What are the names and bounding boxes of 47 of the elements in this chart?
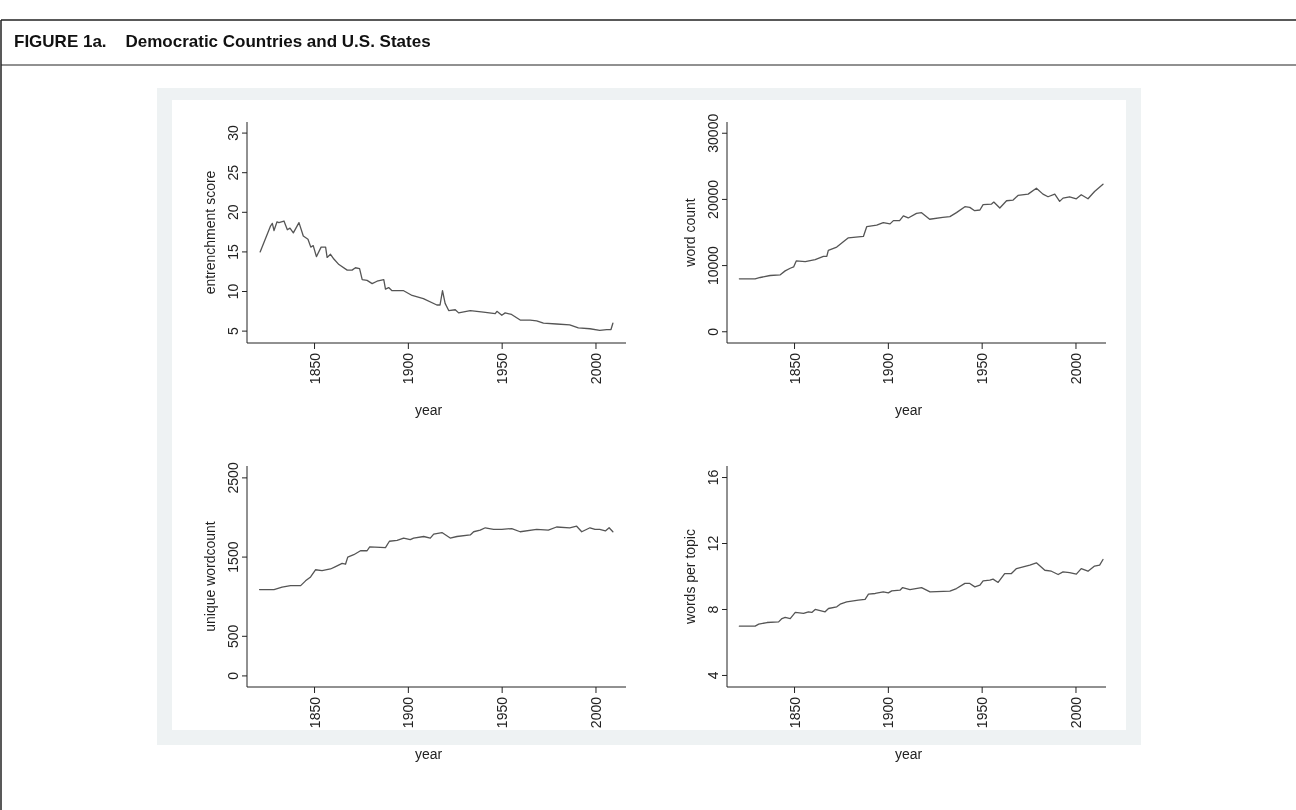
x-axis-title: year bbox=[414, 746, 443, 762]
y-tick-label: 2500 bbox=[225, 462, 241, 494]
x-tick-label: 2000 bbox=[587, 352, 604, 385]
y-axis-title: entrenchment score bbox=[202, 170, 218, 295]
y-tick-label: 12 bbox=[705, 535, 721, 552]
line-series bbox=[258, 525, 614, 591]
y-tick-label: 20000 bbox=[705, 179, 721, 219]
y-tick-label: 5 bbox=[225, 327, 241, 336]
x-tick-label: 1900 bbox=[880, 696, 897, 729]
y-tick-label: 1500 bbox=[225, 541, 241, 573]
x-tick-label: 1900 bbox=[880, 352, 897, 385]
y-tick-label: 15 bbox=[225, 243, 241, 260]
x-tick-label: 1850 bbox=[786, 696, 803, 729]
x-tick-label: 2000 bbox=[587, 696, 604, 729]
x-axis-title: year bbox=[414, 402, 443, 418]
y-tick-label: 500 bbox=[225, 624, 241, 648]
y-tick-label: 4 bbox=[705, 671, 721, 680]
line-series bbox=[259, 220, 614, 331]
x-axis-title: year bbox=[894, 746, 923, 762]
y-tick-label: 30000 bbox=[705, 113, 721, 153]
x-tick-label: 1850 bbox=[306, 352, 323, 385]
y-tick-label: 10000 bbox=[705, 245, 721, 286]
x-tick-label: 1900 bbox=[400, 352, 417, 385]
y-axis-title: unique wordcount bbox=[202, 521, 218, 632]
x-tick-label: 2000 bbox=[1067, 696, 1084, 729]
y-tick-label: 25 bbox=[225, 164, 241, 181]
x-tick-label: 1950 bbox=[974, 696, 991, 729]
x-tick-label: 1950 bbox=[494, 696, 511, 729]
y-tick-label: 8 bbox=[705, 605, 721, 614]
line-series bbox=[738, 183, 1104, 280]
y-tick-label: 0 bbox=[225, 671, 241, 680]
y-tick-label: 0 bbox=[705, 327, 721, 336]
line-series bbox=[738, 558, 1104, 627]
x-tick-label: 1950 bbox=[494, 352, 511, 385]
x-tick-label: 1950 bbox=[974, 352, 991, 385]
y-axis-title: words per topic bbox=[682, 529, 698, 625]
x-tick-label: 2000 bbox=[1067, 352, 1084, 385]
y-tick-label: 16 bbox=[705, 469, 721, 486]
x-tick-label: 1850 bbox=[786, 352, 803, 385]
y-tick-label: 20 bbox=[225, 204, 241, 221]
y-tick-label: 10 bbox=[225, 283, 241, 300]
y-tick-label: 30 bbox=[225, 125, 241, 141]
x-axis-title: year bbox=[894, 402, 923, 418]
chart-title: FIGURE 1a. Democratic Countries and U.S. States bbox=[14, 32, 431, 51]
x-tick-label: 1900 bbox=[400, 696, 417, 729]
y-axis-title: word count bbox=[682, 198, 698, 268]
x-tick-label: 1850 bbox=[306, 696, 323, 729]
